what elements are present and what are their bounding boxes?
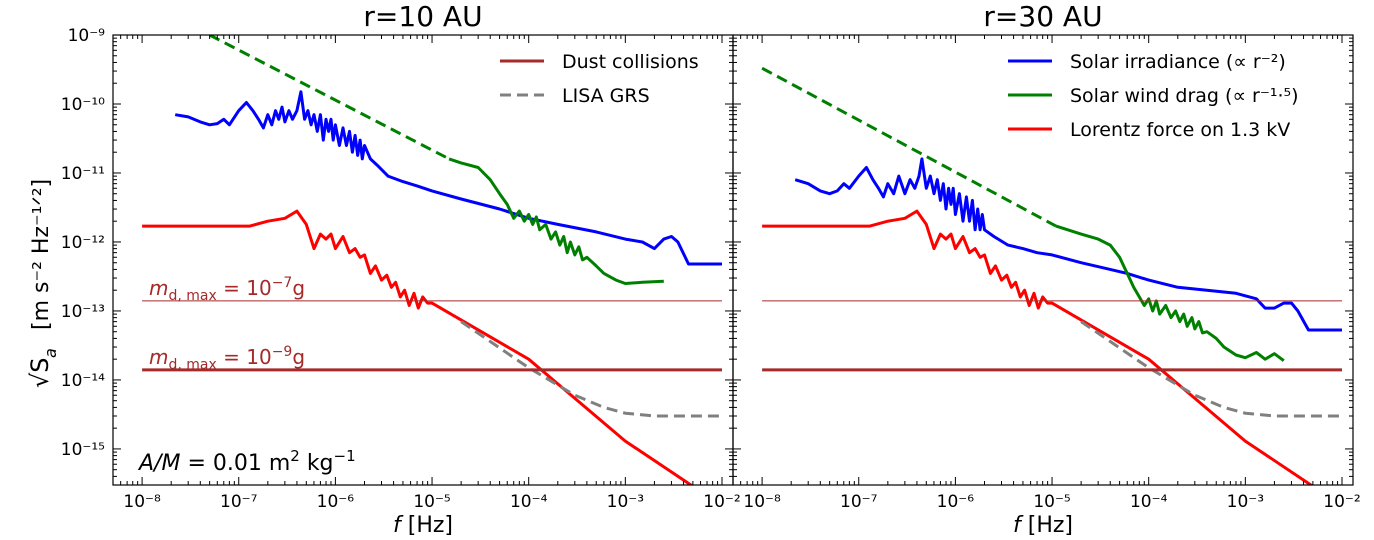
legend: Dust collisions LISA GRS <box>500 51 699 107</box>
plot-area <box>142 35 722 485</box>
x-tick-label: 10⁻⁶ <box>937 492 975 512</box>
series-line-solar-wind-drag-r <box>448 157 664 285</box>
y-axis-label-sub: a <box>41 348 60 358</box>
legend: Solar irradiance (∝ r⁻²) Solar wind drag … <box>1008 51 1299 141</box>
x-ticks: 10⁻⁸ 10⁻⁷ 10⁻⁶ 10⁻⁵ 10⁻⁴ 10⁻³ 10⁻² <box>112 35 741 512</box>
y-ticks: 10⁻¹⁵ 10⁻¹⁴ 10⁻¹³ 10⁻¹² 10⁻¹¹ 10⁻¹⁰ 10⁻⁹ <box>61 26 733 486</box>
y-tick-label: 10⁻¹³ <box>61 302 105 322</box>
area-mass-note: A/M = 0.01 m2 kg−1 <box>137 447 356 476</box>
x-axis-label: f [Hz] <box>393 513 453 538</box>
y-ticks <box>733 34 1353 486</box>
legend-label: Dust collisions <box>562 51 699 73</box>
x-tick-label: 10⁻⁴ <box>1130 492 1168 512</box>
y-axis-label-units: [m s⁻² Hz⁻¹ᐟ²] <box>29 179 54 330</box>
y-axis-label: [m s⁻² Hz⁻¹ᐟ²] √S a <box>26 179 60 388</box>
panel-right: 10⁻⁸ 10⁻⁷ 10⁻⁶ 10⁻⁵ 10⁻⁴ 10⁻³ 10⁻² r=30 AU f [Hz… <box>732 0 1361 538</box>
y-tick-label: 10⁻¹⁴ <box>61 371 105 391</box>
series-line-solar-irradiance-r <box>794 157 1342 332</box>
x-tick-label: 10⁻³ <box>607 492 644 512</box>
y-tick-label: 10⁻¹¹ <box>61 164 105 184</box>
x-tick-label: 10⁻⁵ <box>1033 492 1070 512</box>
series-line-solar-irradiance-r <box>174 90 722 266</box>
series-line-solar-wind-drag-extrapolated <box>208 35 450 161</box>
x-tick-label: 10⁻⁴ <box>510 492 548 512</box>
y-axis-label-sqrt: √S <box>26 357 54 388</box>
legend-label: LISA GRS <box>562 85 650 107</box>
legend-label: Solar irradiance (∝ r⁻²) <box>1070 51 1286 73</box>
panel-left: 10⁻⁸ 10⁻⁷ 10⁻⁶ 10⁻⁵ 10⁻⁴ 10⁻³ 10⁻²10⁻¹⁵10⁻¹⁴10… <box>61 0 741 538</box>
legend-label: Lorentz force on 1.3 kV <box>1070 119 1290 141</box>
x-tick-label: 10⁻⁸ <box>743 492 781 512</box>
panel-title: r=30 AU <box>983 0 1102 33</box>
legend-label: Solar wind drag (∝ r⁻¹·⁵) <box>1070 85 1299 107</box>
x-tick-label: 10⁻⁵ <box>413 492 450 512</box>
series-line-solar-wind-drag-extrapolated <box>761 66 1057 228</box>
x-tick-label: 10⁻⁷ <box>840 492 878 512</box>
x-ticks: 10⁻⁸ 10⁻⁷ 10⁻⁶ 10⁻⁵ 10⁻⁴ 10⁻³ 10⁻² <box>732 35 1361 512</box>
y-tick-label: 10⁻¹⁵ <box>61 440 105 460</box>
x-tick-label: 10⁻² <box>703 492 740 512</box>
x-axis-label: f [Hz] <box>1013 513 1073 538</box>
x-tick-label: 10⁻³ <box>1227 492 1264 512</box>
y-tick-label: 10⁻¹² <box>61 233 105 253</box>
dust-mass-annotation: md, max = 10−7g <box>149 275 305 304</box>
y-tick-label: 10⁻¹⁰ <box>61 95 105 115</box>
series-line-solar-wind-drag-r <box>1055 224 1285 362</box>
x-tick-label: 10⁻⁷ <box>220 492 258 512</box>
x-tick-label: 10⁻⁶ <box>317 492 355 512</box>
x-tick-label: 10⁻² <box>1323 492 1360 512</box>
panel-title: r=10 AU <box>363 0 482 33</box>
y-tick-label: 10⁻⁹ <box>68 26 106 46</box>
x-tick-label: 10⁻⁸ <box>123 492 161 512</box>
plot-area <box>761 66 1342 485</box>
dust-mass-annotation: md, max = 10−9g <box>149 344 305 373</box>
